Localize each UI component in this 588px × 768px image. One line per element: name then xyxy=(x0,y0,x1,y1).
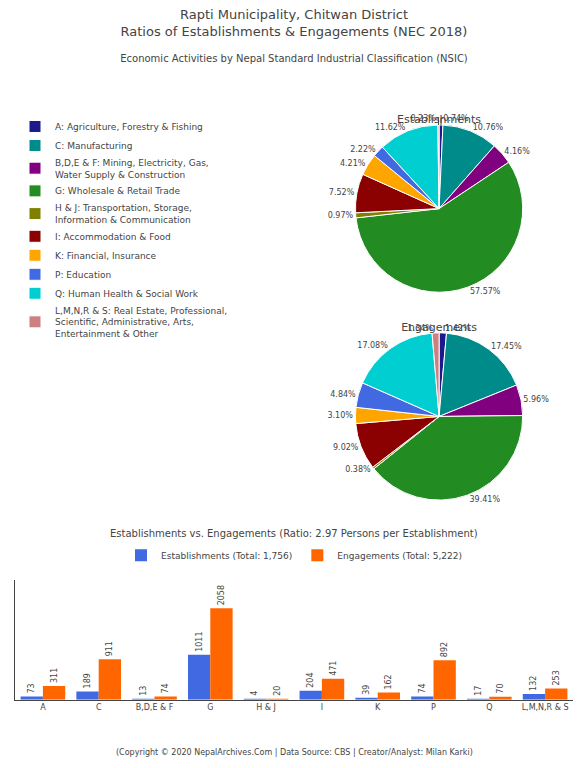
svg-text:1.42%: 1.42% xyxy=(445,324,471,333)
svg-text:I: Accommodation & Food: I: Accommodation & Food xyxy=(55,232,171,242)
svg-text:L,M,N,R & S: Real Estate, Prof: L,M,N,R & S: Real Estate, Professional,S… xyxy=(55,306,227,339)
svg-text:0.38%: 0.38% xyxy=(345,465,371,474)
svg-text:H & J: Transportation, Storage: H & J: Transportation, Storage,Informati… xyxy=(55,203,192,225)
svg-text:Rapti Municipality, Chitwan Di: Rapti Municipality, Chitwan DistrictRati… xyxy=(121,7,468,39)
svg-text:G: Wholesale & Retail Trade: G: Wholesale & Retail Trade xyxy=(55,186,180,196)
svg-text:0.23%: 0.23% xyxy=(410,114,436,123)
svg-text:4.21%: 4.21% xyxy=(340,159,366,168)
svg-text:74: 74 xyxy=(418,683,427,693)
svg-text:4: 4 xyxy=(250,691,259,696)
svg-text:189: 189 xyxy=(83,673,92,688)
svg-text:C: C xyxy=(96,703,102,712)
svg-text:L,M,N,R & S: L,M,N,R & S xyxy=(522,703,569,712)
svg-text:2.22%: 2.22% xyxy=(350,145,376,154)
svg-text:3.10%: 3.10% xyxy=(327,411,353,420)
svg-text:70: 70 xyxy=(496,683,505,693)
svg-text:C: Manufacturing: C: Manufacturing xyxy=(55,141,132,151)
svg-text:4.16%: 4.16% xyxy=(504,147,530,156)
svg-text:H & J: H & J xyxy=(256,703,276,712)
svg-text:K: K xyxy=(375,703,381,712)
svg-text:A: Agriculture, Forestry & Fis: A: Agriculture, Forestry & Fishing xyxy=(55,122,203,132)
svg-text:73: 73 xyxy=(27,683,36,693)
svg-text:4.84%: 4.84% xyxy=(330,390,356,399)
svg-text:39: 39 xyxy=(362,685,371,695)
svg-text:Establishments (Total: 1,756): Establishments (Total: 1,756) xyxy=(161,551,292,561)
svg-text:0.74%: 0.74% xyxy=(443,114,469,123)
svg-text:13: 13 xyxy=(139,686,148,696)
svg-text:1.34%: 1.34% xyxy=(407,324,433,333)
svg-text:132: 132 xyxy=(529,676,538,691)
svg-text:17: 17 xyxy=(474,686,483,696)
svg-text:253: 253 xyxy=(552,670,561,685)
svg-text:5.96%: 5.96% xyxy=(523,395,549,404)
svg-text:I: I xyxy=(321,703,323,712)
svg-text:Engagements: Engagements xyxy=(401,321,477,334)
svg-text:P: P xyxy=(431,703,436,712)
svg-text:10.76%: 10.76% xyxy=(473,123,504,132)
svg-text:17.08%: 17.08% xyxy=(357,341,388,350)
svg-text:74: 74 xyxy=(161,683,170,693)
svg-text:(Copyright © 2020 NepalArchive: (Copyright © 2020 NepalArchives.Com | Da… xyxy=(116,748,473,757)
svg-text:2058: 2058 xyxy=(217,585,226,605)
svg-text:P: Education: P: Education xyxy=(55,270,111,280)
svg-text:1011: 1011 xyxy=(195,632,204,652)
svg-text:Establishments: Establishments xyxy=(397,113,481,126)
svg-text:0.97%: 0.97% xyxy=(328,211,354,220)
svg-text:204: 204 xyxy=(306,672,315,687)
svg-text:11.62%: 11.62% xyxy=(375,123,406,132)
svg-text:Q: Human Health & Social Work: Q: Human Health & Social Work xyxy=(55,289,199,299)
svg-text:9.02%: 9.02% xyxy=(333,443,359,452)
svg-text:Economic Activities by Nepal S: Economic Activities by Nepal Standard In… xyxy=(120,53,468,64)
svg-text:B,D,E & F: B,D,E & F xyxy=(136,703,174,712)
svg-text:471: 471 xyxy=(329,661,338,676)
svg-text:7.52%: 7.52% xyxy=(329,188,355,197)
svg-text:162: 162 xyxy=(384,674,393,689)
svg-text:892: 892 xyxy=(440,642,449,657)
svg-text:17.45%: 17.45% xyxy=(491,342,522,351)
svg-text:Q: Q xyxy=(486,703,492,712)
svg-text:911: 911 xyxy=(105,641,114,656)
svg-text:K: Financial, Insurance: K: Financial, Insurance xyxy=(55,251,157,261)
svg-text:57.57%: 57.57% xyxy=(470,287,501,296)
svg-text:311: 311 xyxy=(50,668,59,683)
svg-text:Establishments vs. Engagements: Establishments vs. Engagements (Ratio: 2… xyxy=(110,528,478,539)
svg-text:G: G xyxy=(207,703,213,712)
svg-text:20: 20 xyxy=(273,686,282,696)
svg-text:A: A xyxy=(40,703,46,712)
svg-text:39.41%: 39.41% xyxy=(469,495,500,504)
svg-text:B,D,E & F: Mining, Electricity: B,D,E & F: Mining, Electricity, Gas,Wate… xyxy=(55,158,209,180)
svg-text:Engagements (Total: 5,222): Engagements (Total: 5,222) xyxy=(337,551,462,561)
